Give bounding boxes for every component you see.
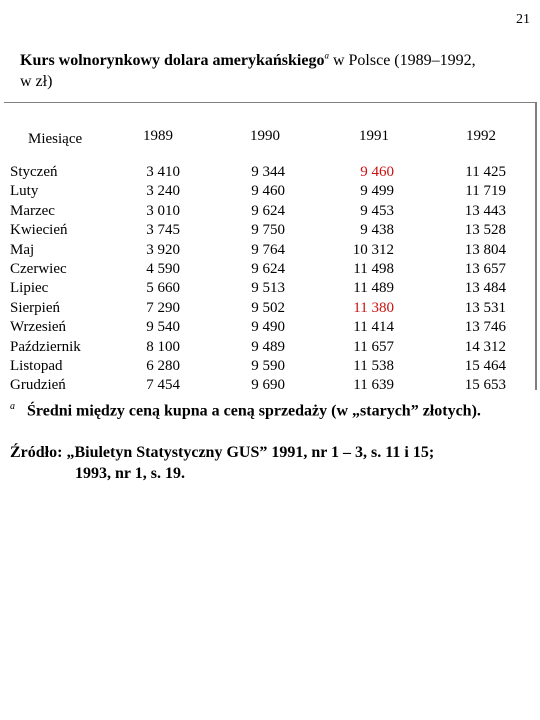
month-cell: Marzec <box>10 202 55 219</box>
value-cell-1990: 9 489 <box>251 338 285 355</box>
month-cell: Listopad <box>10 358 63 375</box>
value-cell-1992: 13 443 <box>464 202 506 219</box>
title-footnote-mark: a <box>324 50 329 61</box>
value-cell-1989: 8 100 <box>146 338 180 355</box>
value-cell-1990: 9 624 <box>251 261 285 278</box>
value-cell-1989: 3 745 <box>146 222 180 239</box>
value-cell-1990: 9 750 <box>251 222 285 239</box>
value-cell-1991: 11 639 <box>353 377 394 394</box>
value-cell-1990: 9 764 <box>251 241 285 258</box>
value-cell-1989: 3 410 <box>146 164 180 180</box>
value-cell-1991: 9 453 <box>360 202 394 219</box>
table-title: Kurs wolnorynkowy dolara amerykańskiegoa… <box>20 50 535 92</box>
value-cell-1992: 13 528 <box>464 222 506 239</box>
value-cell-1990: 9 344 <box>251 164 285 180</box>
value-cell-1989: 3 240 <box>146 183 180 200</box>
value-cell-1990: 9 460 <box>251 183 285 200</box>
value-cell-1991: 9 499 <box>360 183 394 200</box>
column-1989: 3 410 3 240 3 010 3 745 3 920 4 590 5 660 7 290… <box>120 163 180 396</box>
value-cell-1992: 15 653 <box>464 377 506 394</box>
value-cell-1989: 3 010 <box>146 202 180 219</box>
value-cell-1991: 9 460 <box>360 164 394 180</box>
month-cell: Maj <box>10 241 35 258</box>
value-cell-1989: 3 920 <box>146 241 180 258</box>
header-1991: 1991 <box>359 128 389 144</box>
value-cell-1992: 15 464 <box>464 358 506 375</box>
value-cell-1992: 13 746 <box>464 319 506 336</box>
value-cell-1990: 9 690 <box>251 377 285 394</box>
value-cell-1992: 13 657 <box>464 261 506 278</box>
value-cell-1991: 11 414 <box>353 319 394 336</box>
value-cell-1991: 11 489 <box>353 280 394 297</box>
value-cell-1989: 9 540 <box>146 319 180 336</box>
source-line-2: 1993, nr 1, s. 19. <box>75 465 185 482</box>
header-1989: 1989 <box>143 128 173 144</box>
title-unit: w zł) <box>20 73 53 90</box>
source-note: Źródło: „Biuletyn Statystyczny GUS” 1991… <box>10 442 530 484</box>
column-1991: 9 460 9 499 9 453 9 438 10 312 11 498 11 489 11… <box>334 163 394 396</box>
footnote-mark: a <box>10 401 15 412</box>
value-cell-1992: 13 804 <box>464 241 506 258</box>
month-cell: Wrzesień <box>10 319 67 336</box>
header-1992: 1992 <box>466 128 496 144</box>
value-cell-1991: 10 312 <box>352 241 394 258</box>
month-cell: Październik <box>10 338 81 355</box>
month-cell: Czerwiec <box>10 261 67 278</box>
value-cell-1992: 13 531 <box>464 299 506 316</box>
title-range: w Polsce (1989–1992, <box>328 52 476 69</box>
month-column: Styczeń Luty Marzec Kwiecień Maj Czerwiec Lipi… <box>10 163 81 396</box>
value-cell-1991: 11 498 <box>353 261 394 278</box>
value-cell-1990: 9 502 <box>251 299 285 316</box>
data-table-frame <box>4 102 537 390</box>
value-cell-1990: 9 490 <box>251 319 285 336</box>
value-cell-1992: 13 484 <box>464 280 506 297</box>
column-1992: 11 425 11 719 13 443 13 528 13 804 13 657 13 4… <box>446 163 506 396</box>
value-cell-1992: 11 425 <box>465 164 506 180</box>
month-cell: Lipiec <box>10 280 49 297</box>
page-number: 21 <box>516 12 530 27</box>
value-cell-1992: 11 719 <box>465 183 506 200</box>
value-cell-1990: 9 590 <box>251 358 285 375</box>
month-cell: Styczeń <box>10 164 58 180</box>
value-cell-1990: 9 624 <box>251 202 285 219</box>
footnote-text: Średni między ceną kupna a ceną sprzedaż… <box>27 402 481 420</box>
value-cell-1991: 11 380 <box>353 299 394 316</box>
value-cell-1992: 14 312 <box>464 338 506 355</box>
source-line-1: Źródło: „Biuletyn Statystyczny GUS” 1991… <box>10 444 435 461</box>
month-cell: Grudzień <box>10 377 66 394</box>
footnote: a Średni między ceną kupna a ceną sprzeda… <box>10 396 515 421</box>
month-cell: Kwiecień <box>10 222 68 239</box>
value-cell-1991: 9 438 <box>360 222 394 239</box>
value-cell-1989: 4 590 <box>146 261 180 278</box>
title-main: Kurs wolnorynkowy dolara amerykańskiego <box>20 52 325 69</box>
value-cell-1989: 7 290 <box>146 299 180 316</box>
value-cell-1989: 7 454 <box>146 377 180 394</box>
value-cell-1990: 9 513 <box>251 280 285 297</box>
header-months: Miesiące <box>28 131 83 147</box>
header-1990: 1990 <box>250 128 280 144</box>
value-cell-1989: 5 660 <box>146 280 180 297</box>
value-cell-1991: 11 538 <box>353 358 394 375</box>
value-cell-1991: 11 657 <box>353 338 394 355</box>
month-cell: Luty <box>10 183 39 200</box>
month-cell: Sierpień <box>10 299 60 316</box>
value-cell-1989: 6 280 <box>146 358 180 375</box>
column-1990: 9 344 9 460 9 624 9 750 9 764 9 624 9 513 9 502… <box>225 163 285 396</box>
